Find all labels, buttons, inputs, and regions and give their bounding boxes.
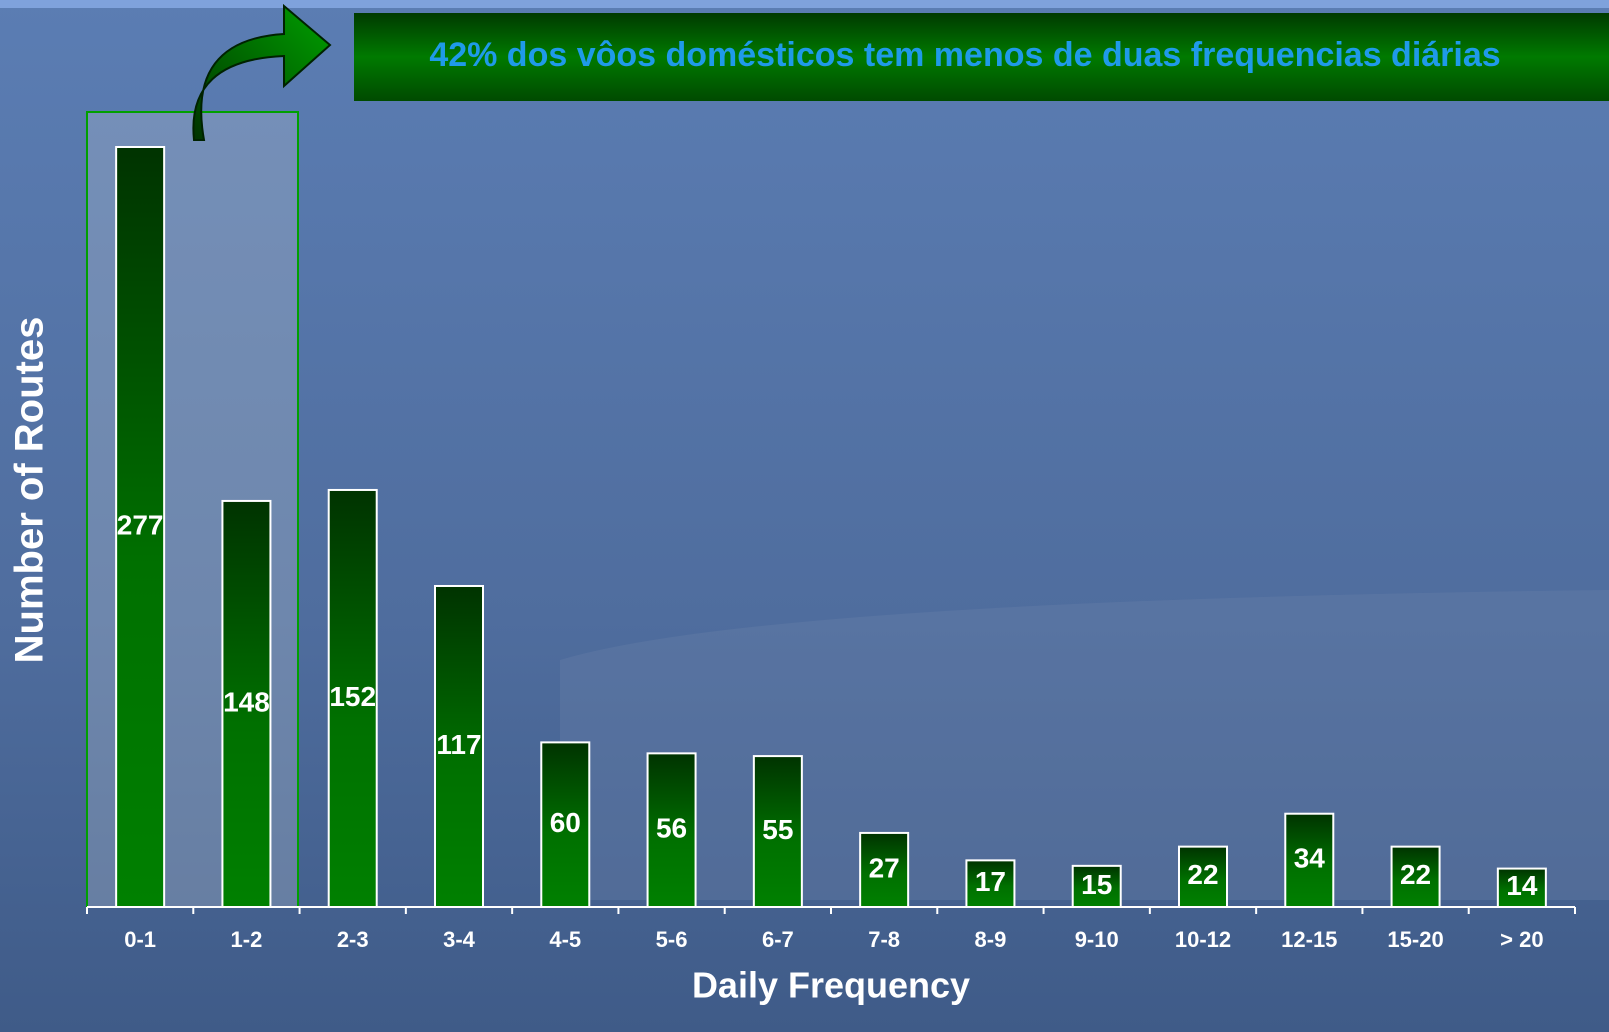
x-tick-label: 12-15 bbox=[1281, 927, 1337, 952]
x-tick-label: 3-4 bbox=[443, 927, 476, 952]
x-tick-label: 5-6 bbox=[656, 927, 688, 952]
x-tick-label: 4-5 bbox=[549, 927, 581, 952]
x-tick-label: 7-8 bbox=[868, 927, 900, 952]
x-tick-label: 6-7 bbox=[762, 927, 794, 952]
chart: 42% dos vôos domésticos tem menos de dua… bbox=[0, 0, 1609, 1032]
x-tick-label: 0-1 bbox=[124, 927, 156, 952]
value-label: 117 bbox=[436, 729, 481, 760]
value-label: 56 bbox=[656, 813, 687, 844]
page: 42% dos vôos domésticos tem menos de dua… bbox=[0, 0, 1609, 1032]
value-label: 15 bbox=[1081, 869, 1112, 900]
value-label: 27 bbox=[869, 852, 900, 883]
value-label: 34 bbox=[1294, 843, 1326, 874]
x-tick-label: 2-3 bbox=[337, 927, 369, 952]
x-tick-label: 1-2 bbox=[231, 927, 263, 952]
value-label: 22 bbox=[1400, 859, 1431, 890]
annotation: 42% dos vôos domésticos tem menos de dua… bbox=[429, 36, 1500, 74]
value-label: 22 bbox=[1187, 859, 1218, 890]
x-tick-label: 15-20 bbox=[1387, 927, 1443, 952]
x-tick-label: 9-10 bbox=[1075, 927, 1119, 952]
value-label: 60 bbox=[550, 807, 581, 838]
value-label: 17 bbox=[975, 866, 1006, 897]
value-label: 277 bbox=[117, 509, 164, 540]
value-label: 152 bbox=[329, 681, 376, 712]
value-label: 148 bbox=[223, 686, 270, 717]
y-axis-label: Number of Routes bbox=[8, 317, 52, 664]
x-tick-label: 8-9 bbox=[975, 927, 1007, 952]
x-axis-label: Daily Frequency bbox=[692, 965, 970, 1006]
x-tick-label: > 20 bbox=[1500, 927, 1543, 952]
x-tick-label: 10-12 bbox=[1175, 927, 1231, 952]
value-label: 14 bbox=[1506, 870, 1538, 901]
building-silhouette bbox=[560, 590, 1609, 900]
top-band bbox=[0, 0, 1609, 8]
value-label: 55 bbox=[762, 814, 793, 845]
